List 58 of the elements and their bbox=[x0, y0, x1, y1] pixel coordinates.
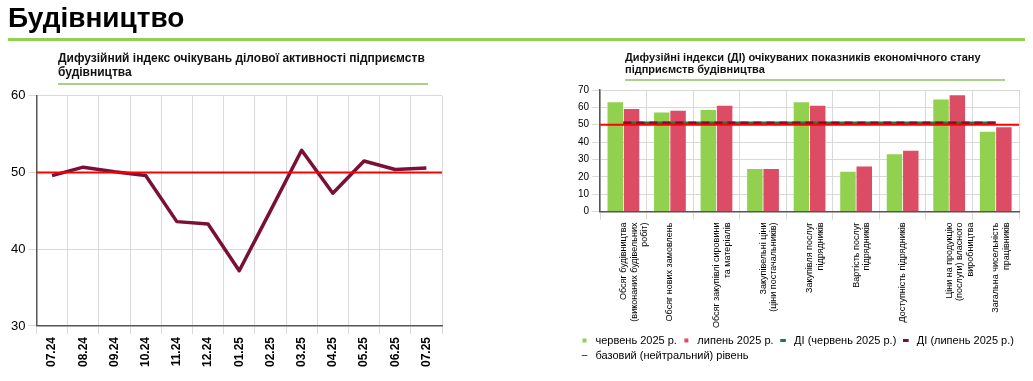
x-tick-label: 01.25 bbox=[231, 336, 246, 367]
chart-title: Дифузійний індекс очікувань ділової активності підприємств будівництва bbox=[58, 51, 428, 85]
bar bbox=[979, 131, 996, 212]
y-tick-label: 40 bbox=[10, 240, 26, 256]
y-tick-label: 30 bbox=[578, 153, 590, 165]
legend-label: ДІ (червень 2025 р.) bbox=[794, 333, 897, 346]
x-tick-label: 04.25 bbox=[325, 336, 340, 367]
y-tick-label: 0 bbox=[583, 205, 590, 217]
y-tick-label: 50 bbox=[10, 164, 26, 180]
text: Будівництво bbox=[8, 2, 1025, 41]
y-tick-label: 60 bbox=[578, 101, 590, 113]
bar bbox=[933, 99, 949, 212]
bar bbox=[623, 109, 640, 212]
x-tick-label: 02.25 bbox=[262, 336, 277, 367]
y-tick-label: 40 bbox=[578, 135, 590, 147]
x-tick-label: 10.24 bbox=[137, 336, 152, 367]
legend-label: ДІ (липень 2025 р.) bbox=[916, 333, 1014, 346]
x-tick-label: 07.25 bbox=[418, 336, 433, 367]
legend-label: червень 2025 р. bbox=[595, 333, 677, 346]
bar bbox=[607, 102, 623, 212]
x-tick-label: Обсяг нових замовлень bbox=[664, 222, 675, 322]
x-tick-label: 05.25 bbox=[356, 336, 371, 367]
x-tick-label: 09.24 bbox=[106, 336, 121, 367]
bar bbox=[670, 110, 686, 212]
x-tick-label: 12.24 bbox=[200, 336, 215, 367]
bar bbox=[903, 150, 919, 212]
x-tick-label: 07.24 bbox=[44, 336, 59, 367]
bar bbox=[654, 112, 670, 212]
legend-label: липень 2025 р. bbox=[697, 333, 774, 346]
bar bbox=[763, 169, 779, 212]
x-tick-label: 03.25 bbox=[293, 336, 308, 367]
bar bbox=[840, 171, 856, 212]
x-tick-label: Доступність підрядників bbox=[897, 222, 908, 323]
bar bbox=[949, 95, 966, 212]
x-tick-label: Обсяг будівництва (виконаних будівельних робіт) bbox=[617, 222, 650, 322]
x-tick-label: Ціни на продукцію (послуги) власного виробництва bbox=[943, 222, 976, 301]
y-tick-label: 20 bbox=[578, 170, 590, 182]
bar bbox=[793, 102, 810, 212]
y-tick-label: 30 bbox=[10, 317, 26, 333]
x-tick-label: Закупівля послуг підрядників bbox=[804, 221, 825, 294]
bar bbox=[856, 166, 872, 212]
y-tick-label: 70 bbox=[578, 83, 590, 95]
bar bbox=[700, 109, 717, 212]
x-tick-label: 11.24 bbox=[169, 336, 184, 367]
chart-title: Дифузійні індекси (ДІ) очікуваних показників економічного стану підприємств будівництва bbox=[625, 51, 1005, 81]
bar bbox=[886, 154, 903, 212]
legend-label: базовий (нейтральний) рівень bbox=[595, 348, 749, 361]
bar bbox=[996, 127, 1012, 212]
y-tick-label: 60 bbox=[10, 87, 26, 103]
y-tick-label: 10 bbox=[578, 187, 590, 199]
x-tick-label: Закупівельні ціни (ціни постачальників) bbox=[757, 222, 779, 312]
x-tick-label: 08.24 bbox=[75, 336, 90, 367]
x-tick-label: 06.25 bbox=[387, 336, 402, 367]
bar bbox=[716, 105, 733, 212]
bar bbox=[809, 105, 826, 212]
y-tick-label: 50 bbox=[578, 118, 590, 130]
x-tick-label: Обсяг закупівлі сировини та матеріалів bbox=[710, 222, 732, 329]
bar bbox=[747, 169, 763, 212]
